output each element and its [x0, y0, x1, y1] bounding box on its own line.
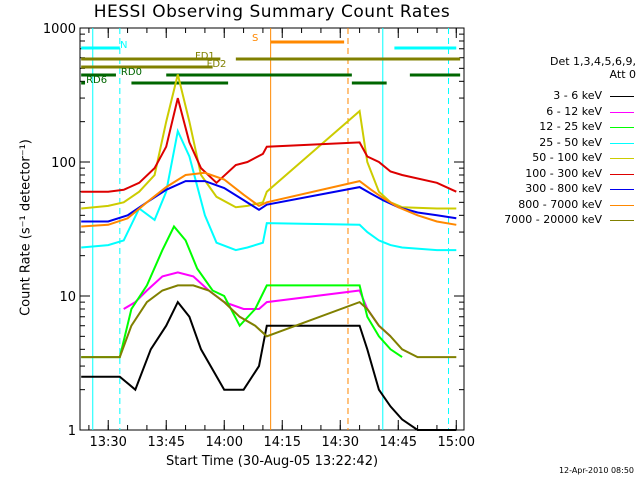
legend-entry: 25 - 50 keV: [474, 136, 634, 151]
y-tick-label: 10: [59, 290, 76, 305]
x-tick-label: 14:15: [264, 435, 301, 450]
x-tick-label: 14:00: [206, 435, 243, 450]
legend-entry-label: 7000 - 20000 keV: [504, 213, 602, 226]
legend-swatch: [610, 96, 634, 97]
x-tick-label: 14:45: [380, 435, 417, 450]
legend-entry: 7000 - 20000 keV: [474, 213, 634, 228]
legend-entry-label: 800 - 7000 keV: [518, 197, 602, 211]
x-tick-label: 15:00: [438, 435, 475, 450]
legend-header-1: Det 1,3,4,5,6,9,: [549, 55, 636, 68]
x-axis-label: Start Time (30-Aug-05 13:22:42): [165, 454, 379, 469]
legend-swatch: [610, 158, 634, 159]
chart-title: HESSI Observing Summary Count Rates: [93, 2, 451, 22]
flag-label-fd1: FD1: [195, 51, 215, 62]
legend-entry-label: 25 - 50 keV: [539, 135, 602, 149]
y-tick-label: 1: [68, 424, 76, 439]
legend-entry: 300 - 800 keV: [474, 182, 634, 197]
legend-swatch: [610, 220, 634, 221]
x-tick-label: 13:45: [148, 435, 185, 450]
footer-timestamp: 12-Apr-2010 08:50: [558, 466, 634, 475]
series-line-2: [81, 224, 403, 359]
legend-entry: 50 - 100 keV: [474, 151, 634, 166]
x-tick-label: 13:30: [89, 435, 126, 450]
legend-entry-label: 6 - 12 keV: [546, 104, 602, 118]
legend-entry: 6 - 12 keV: [474, 105, 634, 120]
x-tick-label: 14:30: [322, 435, 359, 450]
flag-label-rd0: RD0: [121, 67, 142, 78]
series-line-0: [81, 300, 457, 431]
legend-entry-label: 12 - 25 keV: [539, 120, 602, 133]
legend-entry-label: 100 - 300 keV: [525, 166, 602, 180]
y-axis-label: Count Rate (s⁻¹ detector⁻¹): [18, 139, 34, 316]
plot-frame: [79, 27, 465, 431]
flag-label-n: N: [120, 40, 127, 51]
series-line-7: [81, 171, 457, 228]
legend-header-2: Att 0: [609, 68, 636, 81]
flag-label-fd2: FD2: [207, 59, 227, 70]
legend-swatch: [610, 204, 634, 206]
legend-swatch: [610, 189, 634, 190]
legend-entry: 800 - 7000 keV: [474, 198, 634, 213]
series-line-8: [81, 284, 457, 359]
legend-entry-label: 300 - 800 keV: [525, 182, 602, 195]
legend-swatch: [610, 111, 634, 113]
legend-swatch: [610, 173, 634, 175]
series-line-3: [81, 127, 457, 252]
legend-entry: 12 - 25 keV: [474, 120, 634, 135]
y-tick-label: 100: [51, 156, 76, 171]
y-tick-label: 1000: [43, 22, 76, 37]
flag-label-rd6: RD6: [86, 75, 107, 86]
legend-entry: 3 - 6 keV: [474, 89, 634, 104]
legend-swatch: [610, 142, 634, 144]
legend-entry: 100 - 300 keV: [474, 167, 634, 182]
legend-swatch: [610, 127, 634, 128]
legend-entry-label: 3 - 6 keV: [553, 89, 602, 102]
legend-entry-label: 50 - 100 keV: [532, 151, 602, 164]
flag-label-s: S: [252, 33, 258, 44]
series-line-4: [81, 74, 457, 210]
series-line-5: [81, 97, 457, 193]
